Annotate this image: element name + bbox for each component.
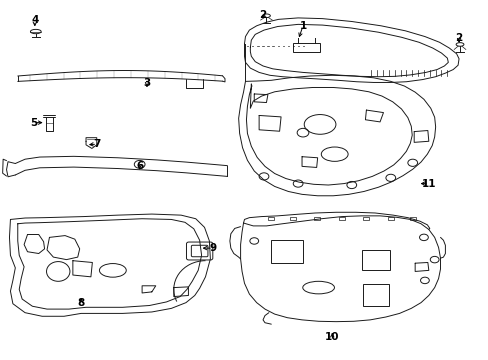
Text: 1: 1 xyxy=(299,21,306,31)
Text: 10: 10 xyxy=(325,332,339,342)
Bar xyxy=(338,217,344,220)
Text: 2: 2 xyxy=(259,10,266,20)
Bar xyxy=(271,240,303,263)
Bar xyxy=(363,217,368,220)
Text: 11: 11 xyxy=(421,179,435,189)
Text: 6: 6 xyxy=(136,161,143,171)
Bar xyxy=(313,217,319,220)
Bar xyxy=(387,217,393,220)
Text: 8: 8 xyxy=(78,298,84,308)
Text: 3: 3 xyxy=(143,78,150,88)
Bar xyxy=(268,217,274,220)
Text: 4: 4 xyxy=(31,15,39,26)
Bar xyxy=(361,249,389,270)
Text: 2: 2 xyxy=(454,33,462,43)
Bar xyxy=(290,217,296,220)
Text: 5: 5 xyxy=(30,118,38,128)
Bar xyxy=(362,284,388,306)
Bar xyxy=(409,217,415,220)
Bar xyxy=(293,42,320,51)
Text: 7: 7 xyxy=(93,139,101,149)
Text: 9: 9 xyxy=(209,243,216,253)
